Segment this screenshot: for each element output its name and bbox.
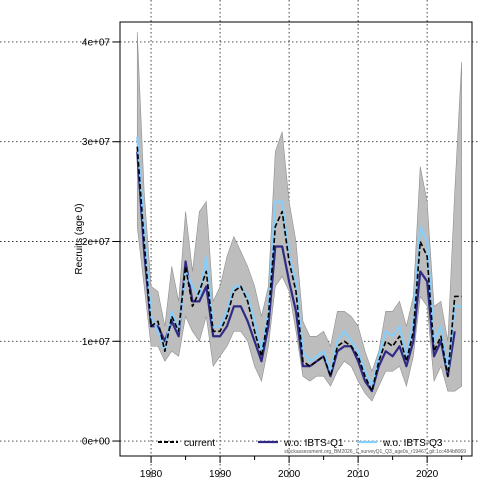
x-tick-label: 1980 <box>140 469 163 480</box>
y-tick-label: 2e+07 <box>82 237 111 248</box>
x-tick-label: 1990 <box>209 469 232 480</box>
x-tick-label: 2010 <box>347 469 370 480</box>
series-line-w-o-ibts-q1 <box>136 151 456 393</box>
y-axis: 0e+00 1e+07 2e+07 3e+07 4e+07 <box>82 37 120 448</box>
y-tick-label: 3e+07 <box>82 137 111 148</box>
x-tick-label: 2020 <box>416 469 439 480</box>
legend-label: w.o. IBTS-Q3 <box>382 438 443 449</box>
legend-label: current <box>184 438 215 449</box>
y-tick-label: 1e+07 <box>82 337 111 348</box>
x-tick-label: 2000 <box>278 469 301 480</box>
y-tick-label: 0e+00 <box>82 437 111 448</box>
plot-frame <box>119 21 473 457</box>
series-line-w-o-ibts-q3 <box>136 136 462 388</box>
y-tick-label: 4e+07 <box>82 37 111 48</box>
series-line-current <box>136 146 462 392</box>
x-axis: 1980 1990 2000 2010 2020 <box>140 456 463 480</box>
footnote: stockassessment.org_BM2026_1_surveyQ1_Q3… <box>284 449 466 455</box>
legend: current w.o. IBTS-Q1 w.o. IBTS-Q3 <box>158 438 443 449</box>
confidence-band <box>136 31 462 402</box>
confidence-band-area <box>136 31 462 402</box>
series-lines <box>136 136 462 393</box>
y-axis-title: Recruits (age 0) <box>74 203 85 274</box>
legend-label: w.o. IBTS-Q1 <box>283 438 344 449</box>
